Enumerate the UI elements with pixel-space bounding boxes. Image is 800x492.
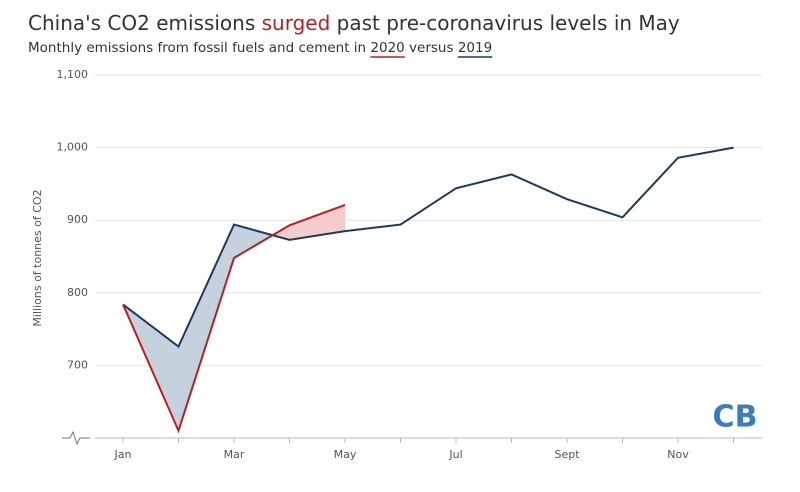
logo: CB [713,400,758,435]
x-tick-label: Sept [554,448,580,461]
axis-break [62,430,90,446]
y-axis-label: Millions of tonnes of CO2 [31,189,44,326]
legend-2019: 2019 [458,40,492,56]
title-part: China's CO2 emissions [28,11,262,35]
y-tick-label: 900 [67,213,88,226]
x-tick-label: May [334,448,357,461]
legend-2020: 2020 [370,40,404,56]
y-tick-label: 1,100 [57,68,89,81]
title-highlight: surged [262,11,331,35]
gap-fill [178,224,234,431]
y-tick-label: 800 [67,286,88,299]
chart-subtitle: Monthly emissions from fossil fuels and … [28,40,492,56]
x-tick-label: Jan [114,448,132,461]
subtitle-part: Monthly emissions from fossil fuels and … [28,40,370,56]
x-tick-label: Nov [667,448,689,461]
x-tick-label: Mar [224,448,245,461]
chart-title: China's CO2 emissions surged past pre-co… [28,11,680,35]
gap-fill [289,204,345,240]
series-line [122,146,734,349]
title-part: past pre-coronavirus levels in May [330,11,680,35]
subtitle-part: versus [405,40,458,56]
series-line [122,204,346,434]
x-tick-label: Jul [448,448,462,461]
y-tick-label: 700 [67,358,88,371]
y-tick-label: 1,000 [57,141,89,154]
